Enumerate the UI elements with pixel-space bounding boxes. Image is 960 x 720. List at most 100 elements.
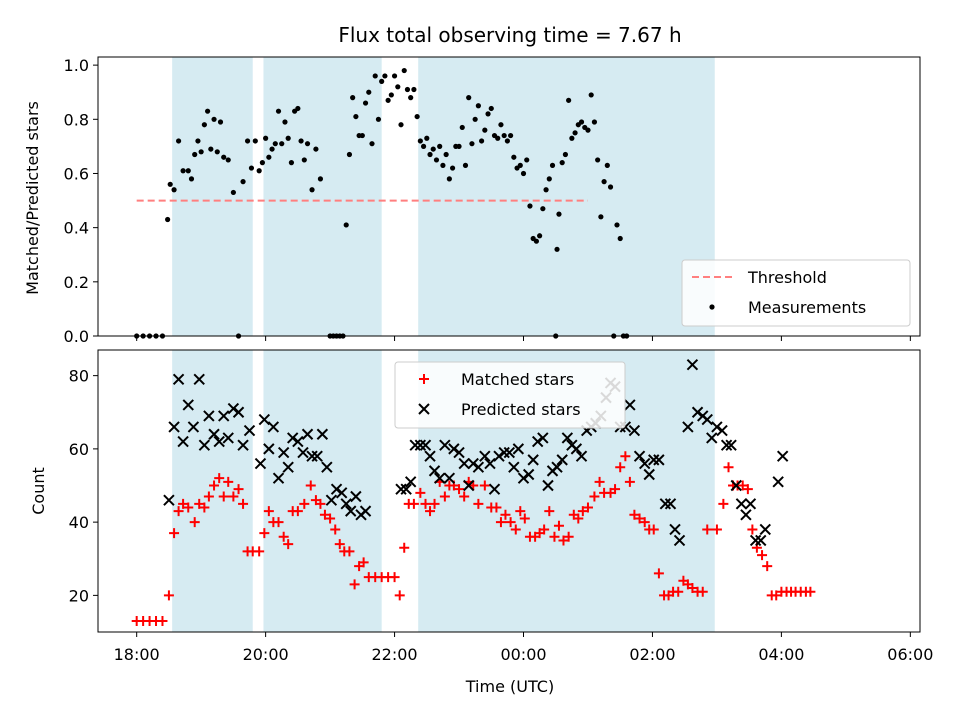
matched-star-point <box>330 524 341 535</box>
measurement-point <box>424 135 430 141</box>
y-tick-label: 40 <box>69 513 89 532</box>
y-tick-label: 0.4 <box>64 219 89 238</box>
predicted-star-point <box>720 439 733 451</box>
predicted-star-point <box>628 424 641 437</box>
predicted-star-point <box>653 454 665 466</box>
x-tick-label: 20:00 <box>243 645 289 664</box>
matched-star-point <box>673 586 684 597</box>
measurement-point <box>556 211 562 217</box>
predicted-star-point <box>325 494 338 506</box>
matched-star-point <box>558 535 569 546</box>
matched-star-point <box>742 484 753 495</box>
predicted-star-point <box>350 490 362 503</box>
predicted-star-point <box>522 468 535 481</box>
predicted-star-point <box>330 483 343 495</box>
predicted-star-point <box>428 465 441 477</box>
predicted-star-point <box>458 457 470 470</box>
matched-star-point <box>394 590 405 601</box>
matched-star-point <box>594 476 605 487</box>
predicted-star-point <box>527 454 539 466</box>
matched-star-point <box>358 557 369 568</box>
measurement-point <box>282 119 288 125</box>
measurement-point <box>543 187 549 193</box>
y-tick-label: 0.6 <box>64 164 89 183</box>
predicted-star-point <box>237 439 249 451</box>
predicted-star-point <box>531 435 544 448</box>
predicted-star-point <box>716 424 728 437</box>
predicted-star-point <box>282 461 294 473</box>
y-tick-label: 1.0 <box>64 56 89 75</box>
measurement-point <box>230 189 236 196</box>
bottom-y-axis-title: Count <box>29 467 48 515</box>
y-tick-label: 20 <box>69 586 89 605</box>
predicted-star-point <box>222 432 234 444</box>
measurement-point <box>517 162 523 168</box>
x-tick-label: 22:00 <box>372 645 418 664</box>
predicted-star-point <box>267 421 280 433</box>
matched-star-point <box>203 491 214 502</box>
matched-star-point <box>344 546 355 557</box>
predicted-star-point <box>624 399 636 411</box>
matched-star-point <box>254 546 265 557</box>
predicted-star-point <box>208 428 220 440</box>
legend-predicted-label: Predicted stars <box>461 400 581 419</box>
matched-star-point <box>515 506 526 517</box>
matched-star-point <box>653 568 664 579</box>
predicted-star-point <box>424 450 436 462</box>
legend-predicted-swatch <box>418 403 430 415</box>
legend-threshold-label: Threshold <box>747 268 827 287</box>
measurement-point <box>598 214 604 220</box>
predicted-star-point <box>227 402 240 415</box>
predicted-star-point <box>503 446 516 459</box>
measurement-point <box>208 146 214 152</box>
matched-star-point <box>199 502 210 513</box>
predicted-star-point <box>254 457 267 470</box>
matched-star-point <box>495 517 506 528</box>
measurement-point <box>572 130 578 136</box>
measurement-point <box>256 168 262 174</box>
predicted-star-point <box>551 461 563 473</box>
predicted-star-point <box>744 498 757 510</box>
predicted-star-point <box>243 424 256 437</box>
measurement-point <box>501 132 507 139</box>
predicted-star-point <box>725 439 737 451</box>
predicted-star-point <box>542 479 554 492</box>
matched-star-point <box>711 524 722 535</box>
measurement-point <box>398 122 404 128</box>
measurement-point <box>578 119 585 125</box>
predicted-star-point <box>321 461 333 473</box>
matched-star-point <box>615 462 626 473</box>
predicted-star-point <box>311 450 323 462</box>
measurement-point <box>248 165 255 171</box>
matched-star-point <box>723 462 734 473</box>
matched-star-point <box>173 506 184 517</box>
measurement-point <box>391 73 398 79</box>
measurement-point <box>417 138 423 144</box>
x-tick-label: 06:00 <box>887 645 933 664</box>
measurement-point <box>401 67 407 74</box>
predicted-star-point <box>286 432 299 444</box>
predicted-star-point <box>498 446 510 459</box>
measurement-point <box>601 179 607 185</box>
predicted-star-point <box>659 498 672 510</box>
matched-star-point <box>325 513 336 524</box>
measurement-point <box>385 97 391 103</box>
matched-star-point <box>771 590 782 601</box>
predicted-star-point <box>213 435 225 448</box>
measurement-point <box>485 111 491 117</box>
observing-window-2 <box>263 350 382 632</box>
predicted-star-point <box>340 498 352 510</box>
measurement-point <box>259 160 265 166</box>
measurement-point <box>285 135 291 141</box>
matched-star-point <box>500 509 511 520</box>
measurement-point <box>269 146 275 152</box>
predicted-star-point <box>198 439 211 451</box>
measurement-point <box>479 138 485 144</box>
measurement-point <box>588 92 594 98</box>
measurement-point <box>346 151 353 158</box>
matched-star-point <box>629 509 640 520</box>
predicted-star-point <box>258 413 271 426</box>
predicted-star-point <box>203 410 215 422</box>
matched-star-point <box>425 506 436 517</box>
y-tick-label: 0.0 <box>64 327 89 346</box>
